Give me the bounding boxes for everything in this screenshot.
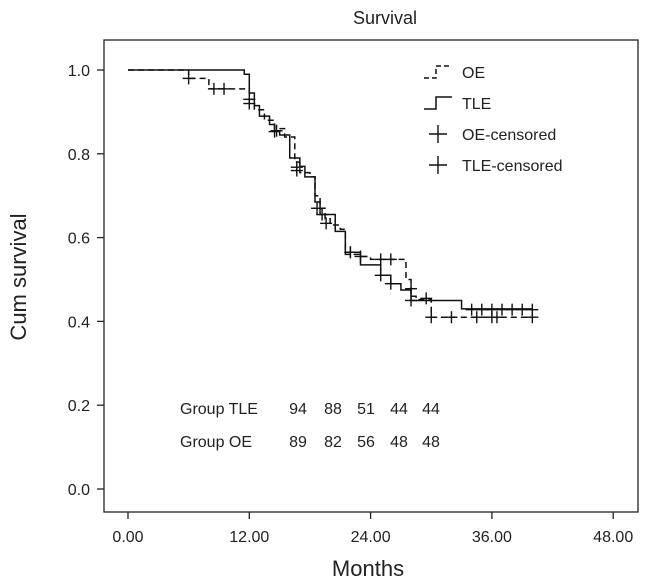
risk-row: Group OE 89 82 56 48 48 — [180, 434, 440, 451]
censor-mark-oe — [470, 311, 483, 324]
censor-mark-tle — [270, 124, 283, 137]
legend-label: TLE-censored — [462, 158, 563, 175]
y-tick-label: 1.0 — [68, 63, 90, 80]
risk-table: Group TLE 94 88 51 44 44 Group OE 89 82 56 48 48 — [180, 401, 440, 451]
legend: OE TLE OE-censored TLE-censored — [424, 65, 563, 175]
censor-mark-tle — [506, 303, 519, 316]
legend-entry: OE-censored — [429, 125, 556, 144]
legend-swatch — [424, 96, 452, 110]
x-tick-label: 12.00 — [229, 529, 269, 546]
risk-value: 88 — [324, 401, 342, 418]
risk-value: 48 — [422, 434, 440, 451]
x-tick-label: 0.00 — [112, 529, 143, 546]
censor-mark-tle — [344, 246, 357, 259]
censor-mark-tle — [516, 303, 529, 316]
legend-swatch — [429, 156, 447, 174]
y-axis-label: Cum survival — [6, 213, 31, 340]
censor-mark-oe — [490, 311, 503, 324]
risk-value: 48 — [390, 434, 408, 451]
y-tick-label: 0.2 — [68, 398, 90, 415]
series-layer — [128, 69, 539, 324]
y-tick-label: 0.6 — [68, 231, 90, 248]
risk-value: 51 — [357, 401, 375, 418]
legend-label: TLE — [462, 96, 491, 113]
censor-mark-oe — [374, 253, 387, 266]
chart-title: Survival — [353, 8, 417, 28]
censor-mark-oe — [420, 292, 433, 305]
censor-mark-oe — [320, 217, 333, 230]
risk-value: 44 — [390, 401, 408, 418]
risk-row-label: Group TLE — [180, 401, 258, 418]
censor-mark-tle — [526, 303, 539, 316]
legend-entry: TLE — [424, 96, 491, 113]
legend-swatch — [429, 125, 447, 143]
censor-mark-oe — [384, 253, 397, 266]
series-tle — [128, 69, 539, 316]
censor-mark-tle — [290, 161, 303, 174]
risk-value: 82 — [324, 434, 342, 451]
legend-entry: OE — [424, 65, 485, 82]
y-tick-label: 0.0 — [68, 482, 90, 499]
censor-mark-oe — [182, 72, 195, 85]
censor-mark-tle — [475, 303, 488, 316]
legend-entry: TLE-censored — [429, 156, 563, 175]
risk-row-label: Group OE — [180, 434, 252, 451]
censor-mark-tle — [311, 202, 324, 215]
censor-mark-tle — [384, 277, 397, 290]
censor-mark-tle — [374, 269, 387, 282]
censor-mark-oe — [207, 82, 220, 95]
censor-mark-oe — [425, 311, 438, 324]
y-axis: 0.0 0.2 0.4 0.6 0.8 1.0 — [68, 63, 104, 499]
x-tick-label: 48.00 — [593, 529, 633, 546]
x-tick-label: 24.00 — [351, 529, 391, 546]
censor-mark-tle — [485, 303, 498, 316]
risk-value: 56 — [357, 434, 375, 451]
legend-swatch — [424, 65, 452, 79]
y-tick-label: 0.8 — [68, 147, 90, 164]
censor-mark-tle — [405, 294, 418, 307]
risk-value: 44 — [422, 401, 440, 418]
legend-label: OE-censored — [462, 127, 556, 144]
risk-value: 89 — [289, 434, 307, 451]
legend-label: OE — [462, 65, 485, 82]
censor-mark-tle — [465, 303, 478, 316]
x-tick-label: 36.00 — [472, 529, 512, 546]
risk-value: 94 — [289, 401, 307, 418]
censor-mark-tle — [496, 303, 509, 316]
x-axis-label: Months — [332, 556, 404, 581]
censor-mark-oe — [218, 82, 231, 95]
x-axis: 0.00 12.00 24.00 36.00 48.00 — [112, 512, 633, 546]
censor-mark-tle — [243, 93, 256, 106]
y-tick-label: 0.4 — [68, 314, 90, 331]
censor-mark-oe — [445, 311, 458, 324]
risk-row: Group TLE 94 88 51 44 44 — [180, 401, 440, 418]
